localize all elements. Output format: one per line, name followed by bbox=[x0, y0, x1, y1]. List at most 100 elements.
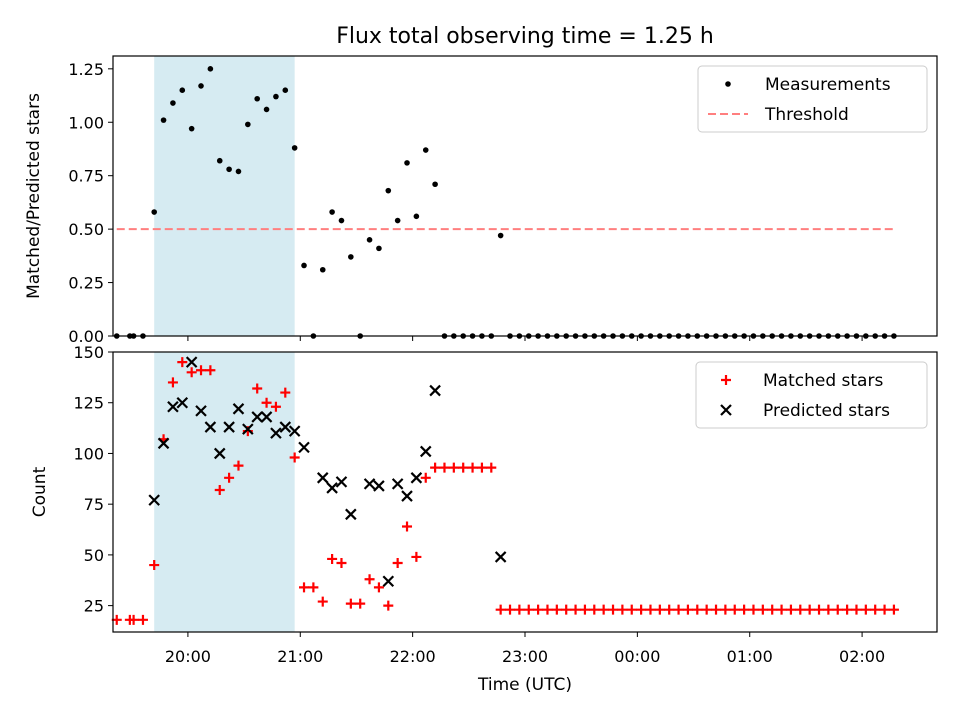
predicted-star-point bbox=[316, 472, 329, 484]
legend-marker-plus bbox=[721, 375, 731, 385]
matched-star-point bbox=[720, 604, 731, 615]
matched-star-point bbox=[767, 604, 778, 615]
matched-star-point bbox=[860, 604, 871, 615]
predicted-star-point bbox=[223, 421, 235, 433]
matched-star-point bbox=[476, 462, 487, 473]
legend-marker-dot bbox=[725, 81, 731, 87]
matched-star-point bbox=[167, 377, 178, 388]
x-tick-label: 00:00 bbox=[614, 647, 660, 666]
measurement-point bbox=[291, 145, 298, 151]
matched-star-point bbox=[336, 558, 347, 569]
matched-star-point bbox=[196, 365, 207, 376]
matched-star-point bbox=[128, 614, 139, 625]
measurement-point bbox=[413, 213, 420, 220]
matched-star-point bbox=[392, 558, 403, 569]
y-tick-label: 75 bbox=[84, 495, 104, 514]
matched-star-point bbox=[186, 367, 197, 378]
matched-star-point bbox=[870, 604, 881, 615]
measurement-point bbox=[216, 157, 223, 164]
matched-star-point bbox=[645, 604, 656, 615]
x-tick-label: 20:00 bbox=[165, 647, 211, 666]
matched-star-point bbox=[814, 604, 825, 615]
predicted-star-point bbox=[213, 447, 226, 460]
matched-star-point bbox=[214, 484, 225, 495]
matched-star-point bbox=[149, 560, 160, 571]
matched-star-point bbox=[364, 574, 375, 585]
matched-star-point bbox=[177, 357, 188, 368]
legend-label: Threshold bbox=[764, 105, 849, 125]
matched-star-point bbox=[411, 551, 422, 562]
matched-star-point bbox=[486, 462, 497, 473]
predicted-star-point bbox=[401, 490, 413, 502]
y-axis-label-ratio: Matched/Predicted stars bbox=[24, 93, 44, 299]
y-tick-label: 0.75 bbox=[68, 167, 104, 186]
matched-star-point bbox=[514, 604, 525, 615]
measurement-point bbox=[188, 125, 195, 132]
predicted-star-point bbox=[232, 403, 245, 415]
matched-star-point bbox=[608, 604, 619, 615]
measurement-point bbox=[348, 254, 354, 260]
matched-star-point bbox=[280, 387, 291, 398]
x-tick-label: 01:00 bbox=[727, 647, 773, 666]
predicted-star-point bbox=[176, 396, 189, 409]
measurement-point bbox=[160, 117, 167, 123]
predicted-star-point bbox=[270, 427, 282, 439]
matched-star-point bbox=[579, 604, 590, 615]
matched-star-point bbox=[785, 604, 796, 615]
y-axis-label-count: Count bbox=[30, 466, 50, 517]
matched-star-point bbox=[739, 604, 750, 615]
measurement-point bbox=[319, 266, 326, 273]
y-tick-label: 50 bbox=[84, 546, 104, 565]
legend-label: Measurements bbox=[765, 75, 891, 95]
matched-star-point bbox=[757, 604, 768, 615]
x-axis-label: Time (UTC) bbox=[477, 675, 572, 695]
matched-star-point bbox=[299, 582, 310, 593]
predicted-star-point bbox=[288, 425, 301, 437]
y-tick-label: 125 bbox=[73, 394, 104, 413]
plot-frame bbox=[112, 351, 938, 633]
matched-star-point bbox=[467, 462, 478, 473]
matched-star-point bbox=[570, 604, 581, 615]
y-tick-label: 1.25 bbox=[68, 60, 104, 79]
predicted-star-point bbox=[410, 472, 423, 484]
matched-star-point bbox=[654, 604, 665, 615]
matched-star-point bbox=[373, 582, 384, 593]
matched-star-point bbox=[776, 604, 787, 615]
measurement-point bbox=[207, 66, 214, 72]
predicted-star-point bbox=[157, 437, 170, 450]
measurement-point bbox=[198, 83, 204, 89]
predicted-star-point bbox=[167, 401, 179, 413]
matched-star-point bbox=[317, 596, 328, 607]
predicted-star-point bbox=[260, 411, 273, 423]
matched-star-point bbox=[748, 604, 759, 615]
predicted-star-point bbox=[185, 356, 198, 368]
predicted-star-point bbox=[419, 445, 432, 458]
chart-title: Flux total observing time = 1.25 h bbox=[336, 24, 714, 49]
matched-star-point bbox=[439, 462, 450, 473]
y-tick-label: 100 bbox=[73, 444, 104, 463]
ratio-panel: 0.00 0.25 0.50 0.75 1.00 1.25 Measurements Thre… bbox=[68, 55, 938, 346]
measurement-point bbox=[151, 209, 157, 215]
legend-label: Predicted stars bbox=[763, 401, 890, 421]
x-tick-label: 02:00 bbox=[839, 647, 885, 666]
matched-star-point bbox=[327, 553, 338, 564]
legend-box bbox=[695, 361, 928, 429]
matched-star-point bbox=[458, 462, 469, 473]
measurement-point bbox=[366, 237, 373, 243]
measurement-point bbox=[273, 93, 279, 100]
matched-star-point bbox=[233, 460, 244, 471]
matched-star-point bbox=[430, 462, 441, 473]
predicted-star-point bbox=[494, 551, 507, 563]
y-tick-label: 25 bbox=[84, 597, 104, 616]
y-tick-label: 150 bbox=[73, 343, 104, 362]
predicted-star-point bbox=[326, 482, 338, 494]
x-tick-label: 21:00 bbox=[277, 647, 323, 666]
observing-window-span bbox=[154, 56, 295, 336]
matched-star-point bbox=[252, 383, 263, 394]
predicted-star-point bbox=[298, 441, 310, 454]
measurement-point bbox=[254, 95, 260, 102]
matched-star-point bbox=[261, 397, 272, 408]
predicted-star-point bbox=[335, 476, 348, 488]
predicted-star-point bbox=[382, 575, 395, 588]
